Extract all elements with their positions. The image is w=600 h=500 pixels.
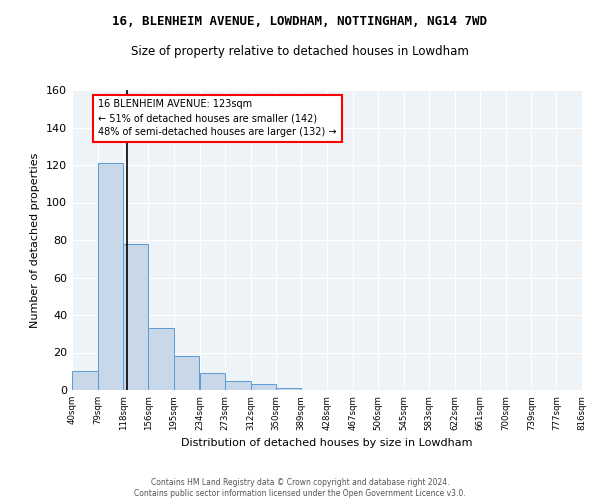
Bar [199, 373, 225, 390]
Bar [174, 356, 199, 390]
Text: 16 BLENHEIM AVENUE: 123sqm
← 51% of detached houses are smaller (142)
48% of sem: 16 BLENHEIM AVENUE: 123sqm ← 51% of deta… [98, 100, 337, 138]
Text: Size of property relative to detached houses in Lowdham: Size of property relative to detached ho… [131, 45, 469, 58]
Bar [251, 384, 276, 390]
Bar [148, 328, 174, 390]
Bar [98, 163, 123, 390]
Bar [225, 380, 251, 390]
Text: 16, BLENHEIM AVENUE, LOWDHAM, NOTTINGHAM, NG14 7WD: 16, BLENHEIM AVENUE, LOWDHAM, NOTTINGHAM… [113, 15, 487, 28]
Bar [123, 244, 148, 390]
Bar [276, 388, 301, 390]
Bar [72, 371, 98, 390]
X-axis label: Distribution of detached houses by size in Lowdham: Distribution of detached houses by size … [181, 438, 473, 448]
Y-axis label: Number of detached properties: Number of detached properties [31, 152, 40, 328]
Text: Contains HM Land Registry data © Crown copyright and database right 2024.
Contai: Contains HM Land Registry data © Crown c… [134, 478, 466, 498]
